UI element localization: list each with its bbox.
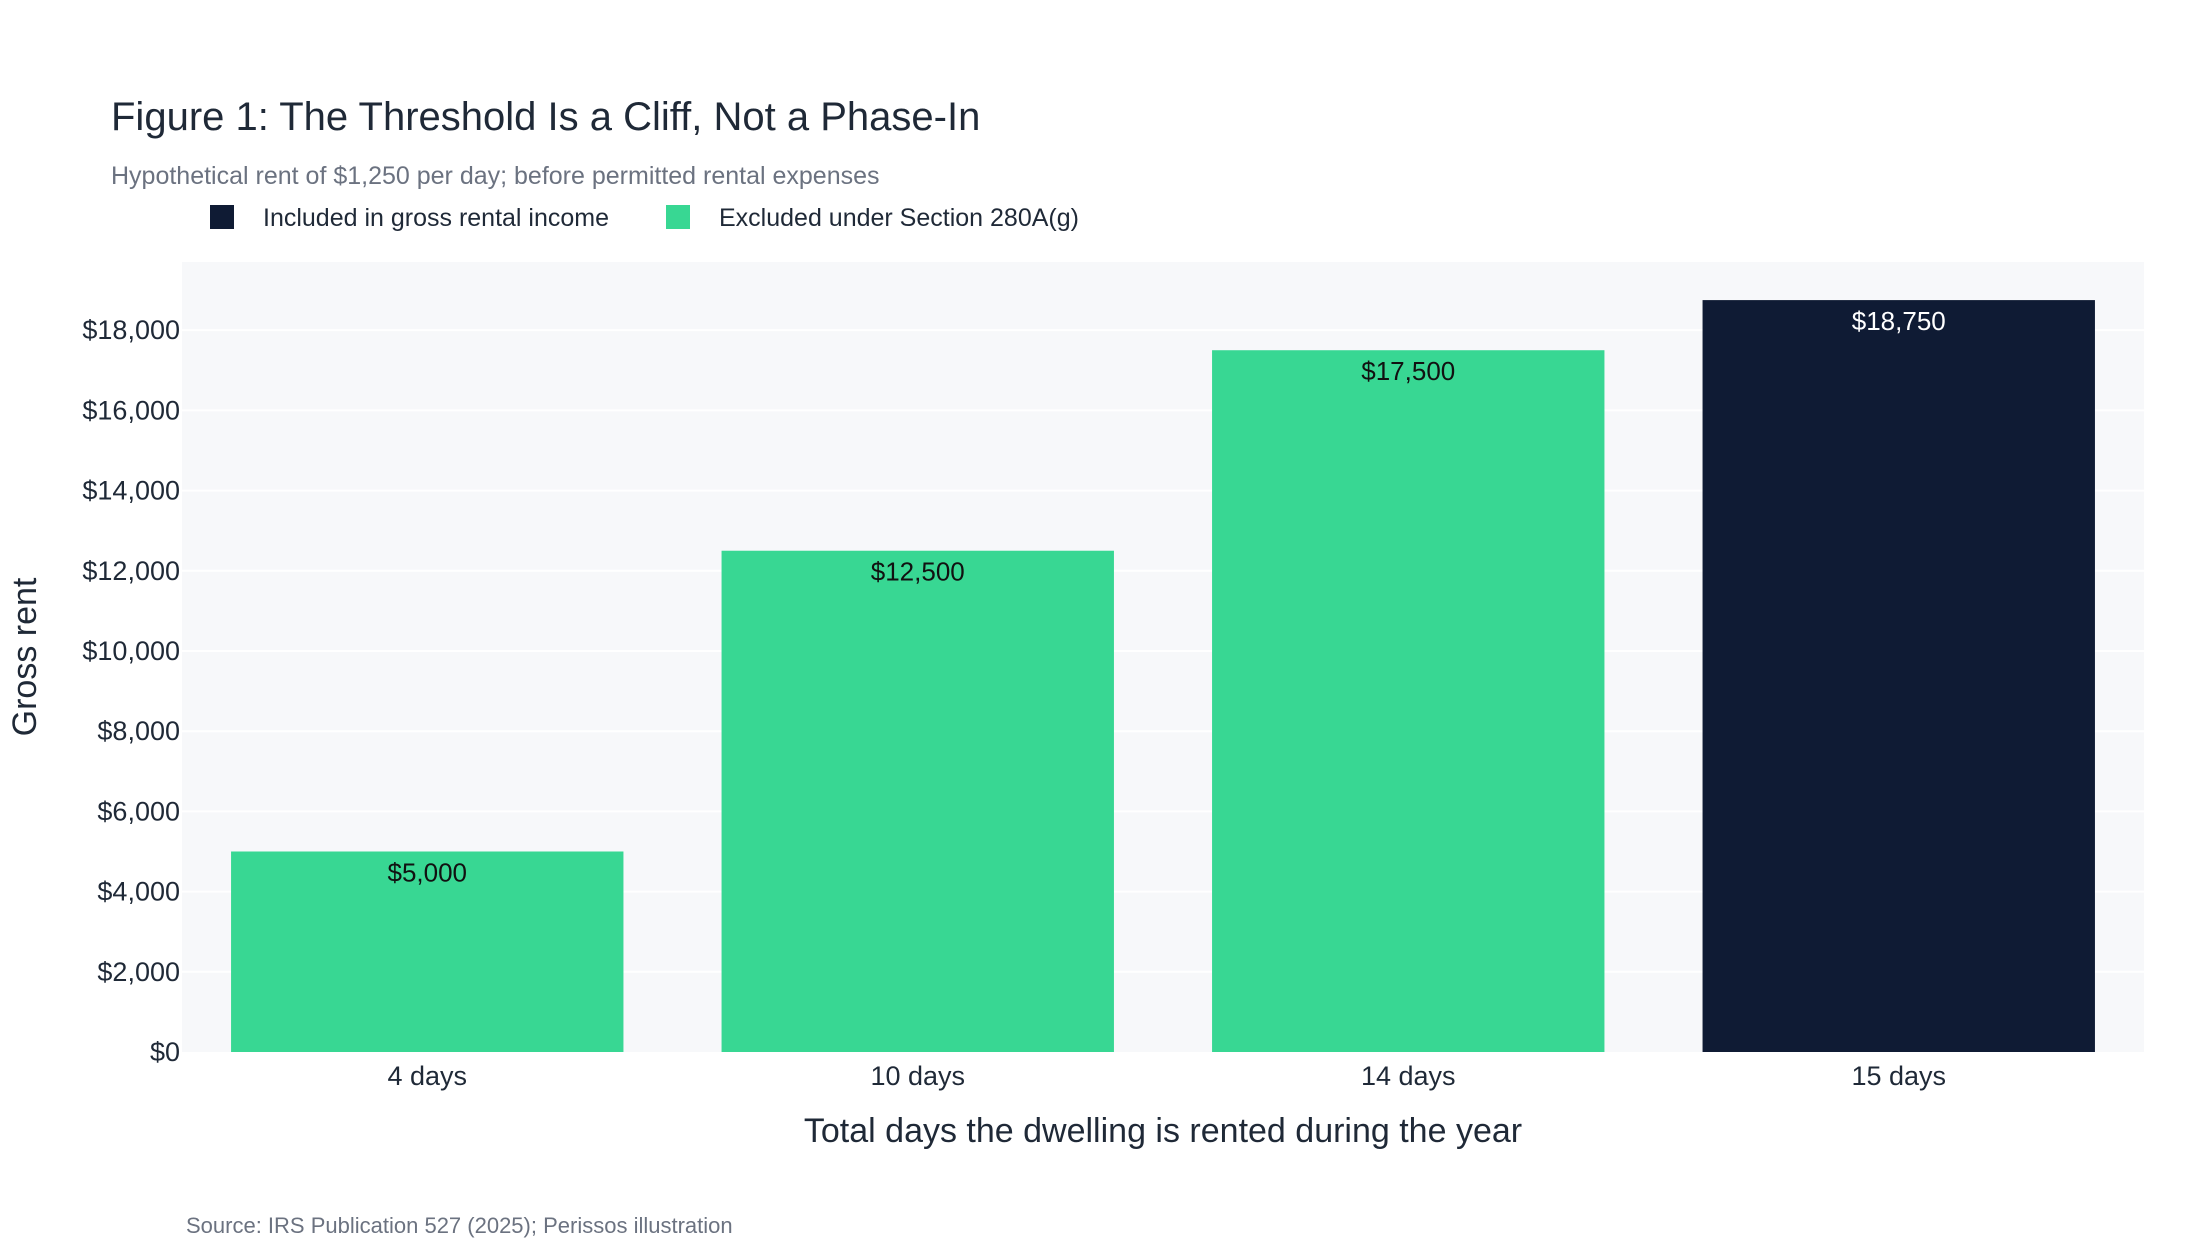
y-tick-label: $16,000 bbox=[82, 395, 180, 425]
y-tick-label: $4,000 bbox=[97, 877, 180, 907]
chart-subtitle: Hypothetical rent of $1,250 per day; bef… bbox=[111, 162, 880, 190]
bars bbox=[231, 300, 2095, 1052]
y-tick-label: $6,000 bbox=[97, 796, 180, 826]
x-axis-title: Total days the dwelling is rented during… bbox=[804, 1112, 1522, 1150]
x-axis-ticks: 4 days 10 days 14 days 15 days bbox=[387, 1061, 1946, 1091]
legend-swatch-excluded bbox=[666, 205, 690, 229]
y-tick-label: $2,000 bbox=[97, 957, 180, 987]
x-tick-label: 15 days bbox=[1851, 1061, 1946, 1091]
bar-value-labels: $5,000 $12,500 $17,500 $18,750 bbox=[387, 306, 1945, 887]
x-tick-label: 14 days bbox=[1361, 1061, 1456, 1091]
legend-swatch-included bbox=[210, 205, 234, 229]
bar-value-label: $17,500 bbox=[1361, 356, 1455, 386]
y-tick-label: $12,000 bbox=[82, 556, 180, 586]
y-tick-label: $0 bbox=[150, 1037, 180, 1067]
legend: Included in gross rental income Excluded… bbox=[210, 204, 1079, 232]
bar-excluded bbox=[231, 851, 624, 1052]
legend-label-excluded: Excluded under Section 280A(g) bbox=[719, 204, 1079, 232]
x-tick-label: 4 days bbox=[387, 1061, 467, 1091]
y-tick-label: $8,000 bbox=[97, 716, 180, 746]
y-tick-label: $14,000 bbox=[82, 476, 180, 506]
y-axis-title: Gross rent bbox=[6, 577, 44, 736]
bar-value-label: $5,000 bbox=[387, 857, 467, 887]
bar-excluded bbox=[721, 550, 1114, 1052]
bar-included bbox=[1702, 300, 2095, 1052]
chart-title: Figure 1: The Threshold Is a Cliff, Not … bbox=[111, 95, 980, 139]
legend-label-included: Included in gross rental income bbox=[263, 204, 609, 232]
bar-excluded bbox=[1212, 350, 1605, 1052]
source-note: Source: IRS Publication 527 (2025); Peri… bbox=[186, 1213, 733, 1238]
y-axis-ticks: $0 $2,000 $4,000 $6,000 $8,000 $10,000 $12,000… bbox=[82, 315, 180, 1067]
y-tick-label: $18,000 bbox=[82, 315, 180, 345]
x-tick-label: 10 days bbox=[870, 1061, 965, 1091]
bar-value-label: $12,500 bbox=[871, 557, 965, 587]
y-tick-label: $10,000 bbox=[82, 636, 180, 666]
bar-value-label: $18,750 bbox=[1852, 306, 1946, 336]
